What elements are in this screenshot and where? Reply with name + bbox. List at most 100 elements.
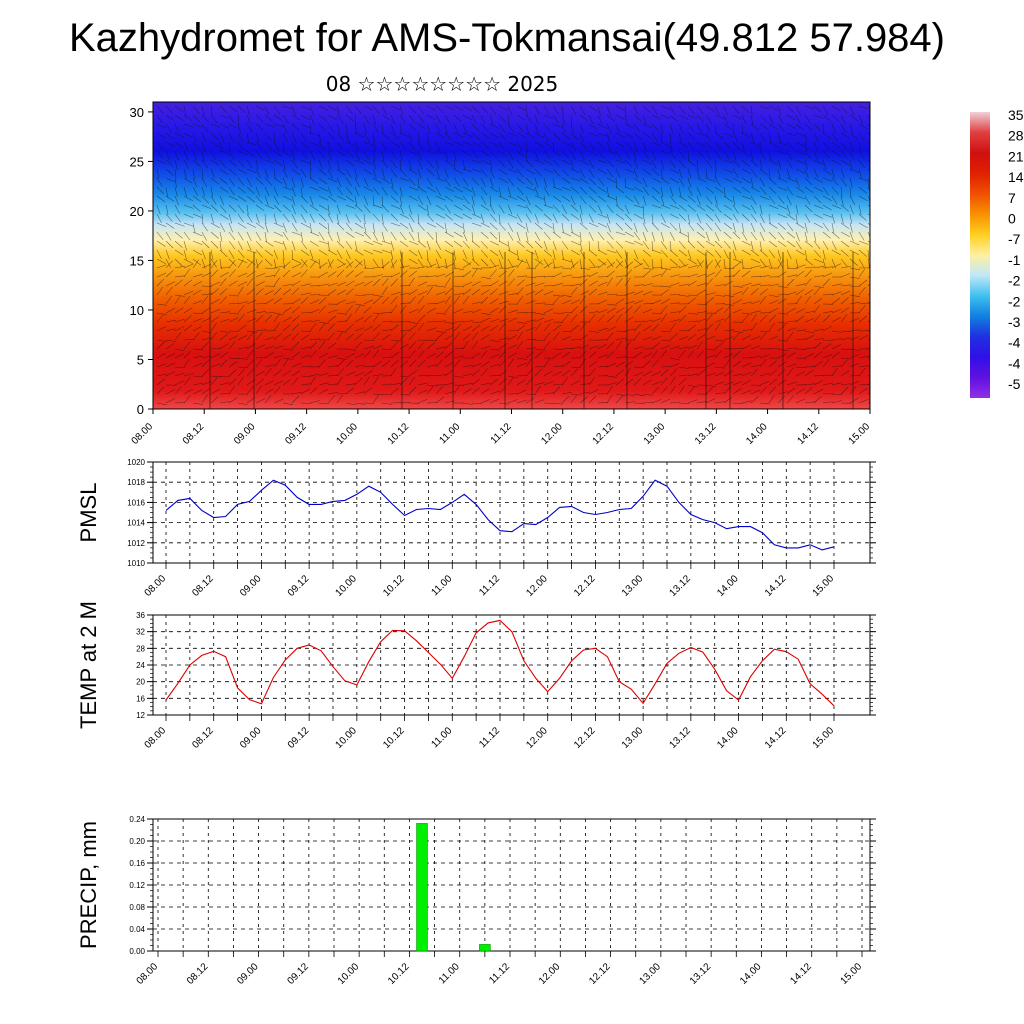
y-tick-label: 10 [130,303,144,318]
page-title: Kazhydromet for AMS-Tokmansai(49.812 57.… [69,16,945,60]
y-tick-label: 0.08 [129,903,145,912]
x-tick-label: 08.12 [190,573,216,599]
colorbar-label: 21 [1008,148,1024,164]
x-tick-label: 09.12 [283,421,309,447]
x-tick-label: 11.12 [489,421,514,446]
x-tick-label: 10.12 [381,725,407,751]
x-tick-label: 11.12 [487,961,512,986]
heatmap-panel: 0 5 10 15 20 25 30 08.00 08.12 09.00 09.12 10.00 10.… [130,101,873,447]
y-tick-label: 15 [130,253,144,268]
temp-series-line [165,619,835,707]
page-subtitle: 08 ☆☆☆☆☆☆☆☆ 2025 [325,72,559,96]
x-tick-label: 11.00 [437,961,462,986]
y-tick-label: 20 [136,678,145,687]
y-tick-label: 0.16 [129,859,145,868]
x-tick-label: 08.00 [143,725,169,751]
x-tick-label: 14.00 [715,725,741,751]
x-tick-label: 09.12 [286,725,312,751]
x-tick-label: 13.12 [693,421,719,447]
x-tick-label: 08.12 [185,961,211,987]
x-tick-label: 12.12 [587,961,613,987]
y-tick-label: 20 [130,204,144,219]
temp-panel: 12 16 20 24 28 32 36 08.00 08.12 09.00 09.12 10.00 1… [76,601,876,751]
x-tick-label: 14.00 [715,573,741,599]
x-tick-label: 14.00 [744,421,770,447]
x-tick-label: 12.00 [537,961,563,987]
precip-bar [479,944,491,952]
x-tick-label: 09.12 [286,573,312,599]
x-tick-label: 15.00 [811,573,837,599]
precip-bar [416,823,428,952]
y-tick-label: 25 [130,154,144,169]
colorbar-label: -7 [1008,231,1021,247]
colorbar-label: 14 [1008,169,1024,185]
y-tick-label: 36 [136,611,145,620]
x-tick-label: 08.00 [130,421,156,447]
x-tick-label: 12.12 [572,725,598,751]
x-tick-label: 12.12 [591,421,617,447]
wind-barbs [156,105,870,406]
x-tick-label: 15.00 [811,725,837,751]
x-tick-label: 08.12 [181,421,207,447]
x-tick-label: 12.00 [524,725,550,751]
y-tick-label: 1016 [127,498,145,507]
x-tick-label: 08.12 [190,725,216,751]
x-tick-label: 13.00 [620,573,646,599]
x-tick-label: 11.12 [477,573,502,598]
x-tick-label: 13.00 [642,421,668,447]
colorbar-label: -2 [1008,293,1021,309]
colorbar-label: -1 [1008,252,1021,268]
y-tick-label: 0.00 [129,947,145,956]
x-tick-label: 10.12 [381,573,407,599]
y-tick-label: 1018 [127,478,145,487]
x-tick-label: 14.12 [788,961,814,987]
x-tick-label: 09.00 [238,573,264,599]
y-tick-label: 28 [136,644,145,653]
x-tick-label: 14.00 [738,961,764,987]
y-axis-title: PRECIP, mm [76,821,101,949]
y-tick-label: 0.04 [129,925,145,934]
y-tick-label: 12 [136,711,145,720]
x-tick-label: 10.00 [334,573,360,599]
y-tick-label: 24 [136,661,145,670]
x-tick-label: 15.00 [847,421,873,447]
x-tick-label: 09.12 [286,961,312,987]
y-axis-title: TEMP at 2 M [76,601,101,729]
x-tick-label: 14.12 [795,421,821,447]
x-tick-label: 08.00 [135,961,161,987]
x-tick-label: 10.00 [334,725,360,751]
x-tick-label: 10.00 [336,961,362,987]
y-tick-label: 1010 [127,559,145,568]
colorbar-label: -2 [1008,273,1021,289]
x-tick-label: 09.00 [238,725,264,751]
x-tick-label: 14.12 [763,725,789,751]
colorbar-label: 28 [1008,128,1024,144]
x-tick-label: 11.12 [477,725,502,750]
colorbar-label: -4 [1008,335,1021,351]
x-tick-label: 12.00 [539,421,565,447]
x-tick-label: 09.00 [232,421,258,447]
x-tick-label: 15.00 [839,961,865,987]
x-tick-label: 10.12 [386,421,412,447]
y-tick-label: 1012 [127,539,145,548]
y-tick-label: 16 [136,694,145,703]
pmsl-series-line [165,479,835,551]
precip-panel: 0.00 0.04 0.08 0.12 0.16 0.20 0.24 08.00 08.12 09… [76,815,876,987]
x-tick-label: 11.00 [437,421,462,446]
x-tick-label: 12.12 [572,573,598,599]
x-tick-label: 10.12 [386,961,412,987]
x-tick-label: 13.12 [688,961,714,987]
colorbar-label: 35 [1008,107,1024,123]
x-tick-label: 13.12 [668,725,694,751]
x-tick-label: 10.00 [335,421,361,447]
y-tick-label: 1014 [127,519,145,528]
y-axis-title: PMSL [76,483,101,543]
y-tick-label: 0 [137,402,144,417]
x-tick-label: 13.12 [668,573,694,599]
pmsl-panel: 1010 1012 1014 1016 1018 1020 08.00 08.12 09.00 0… [76,458,876,599]
x-tick-label: 11.00 [429,725,454,750]
colorbar-label: 7 [1008,190,1016,206]
y-tick-label: 32 [136,628,145,637]
y-tick-label: 0.12 [129,881,145,890]
